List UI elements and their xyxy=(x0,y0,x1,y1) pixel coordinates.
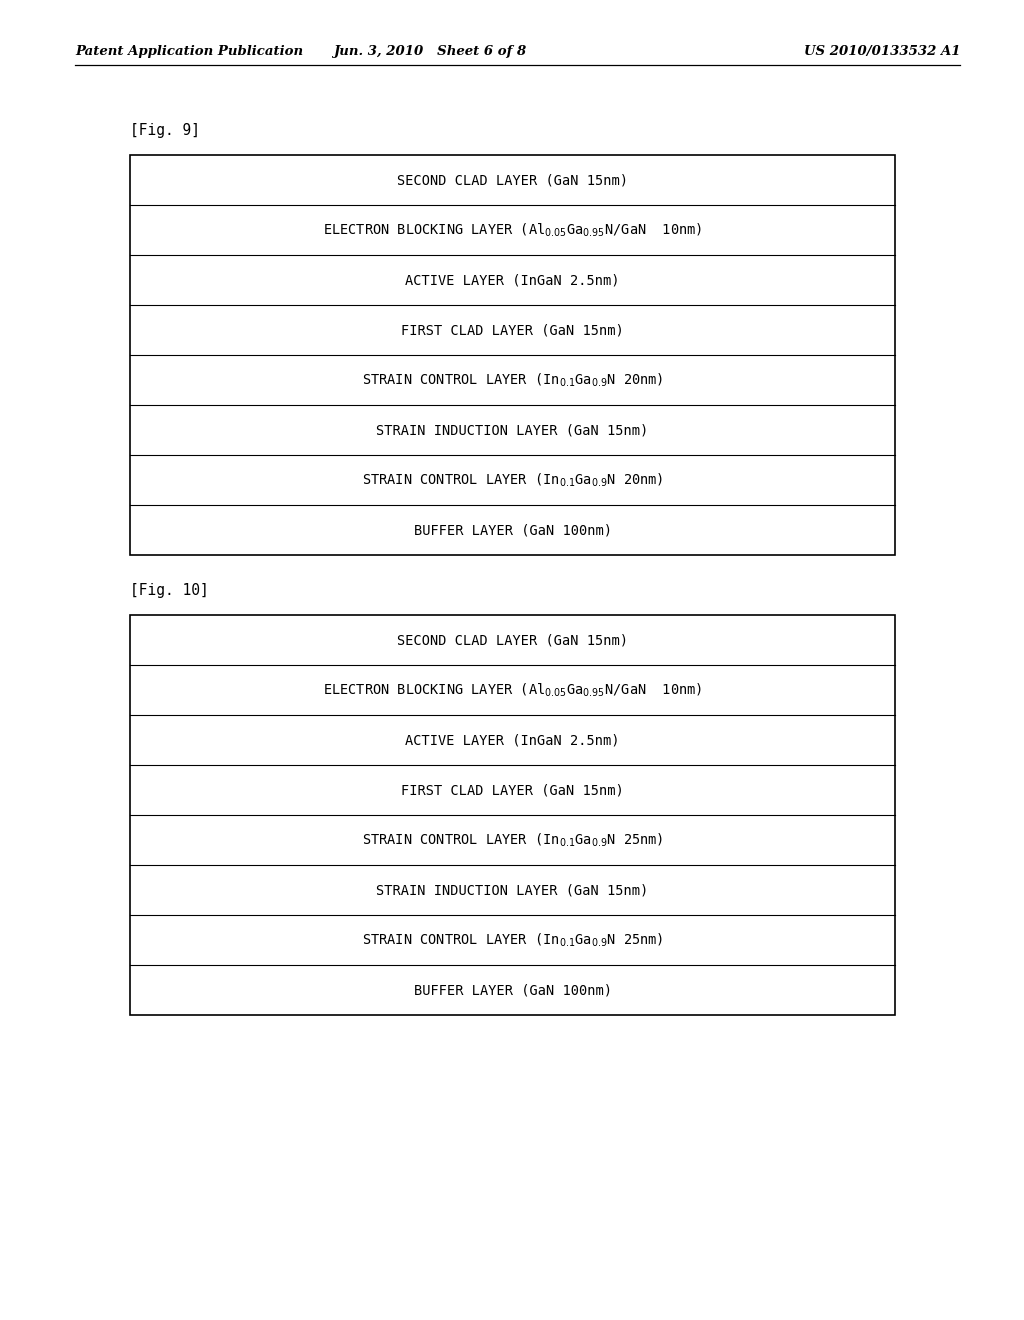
Text: ACTIVE LAYER (InGaN 2.5nm): ACTIVE LAYER (InGaN 2.5nm) xyxy=(406,733,620,747)
Text: BUFFER LAYER (GaN 100nm): BUFFER LAYER (GaN 100nm) xyxy=(414,523,611,537)
Text: STRAIN CONTROL LAYER (In$_{0.1}$Ga$_{0.9}$N 25nm): STRAIN CONTROL LAYER (In$_{0.1}$Ga$_{0.9… xyxy=(361,932,664,949)
Text: FIRST CLAD LAYER (GaN 15nm): FIRST CLAD LAYER (GaN 15nm) xyxy=(401,323,624,337)
Text: STRAIN CONTROL LAYER (In$_{0.1}$Ga$_{0.9}$N 25nm): STRAIN CONTROL LAYER (In$_{0.1}$Ga$_{0.9… xyxy=(361,832,664,849)
Text: Jun. 3, 2010   Sheet 6 of 8: Jun. 3, 2010 Sheet 6 of 8 xyxy=(334,45,526,58)
Text: STRAIN CONTROL LAYER (In$_{0.1}$Ga$_{0.9}$N 20nm): STRAIN CONTROL LAYER (In$_{0.1}$Ga$_{0.9… xyxy=(361,371,664,388)
Text: ACTIVE LAYER (InGaN 2.5nm): ACTIVE LAYER (InGaN 2.5nm) xyxy=(406,273,620,286)
Text: STRAIN INDUCTION LAYER (GaN 15nm): STRAIN INDUCTION LAYER (GaN 15nm) xyxy=(377,422,648,437)
Text: SECOND CLAD LAYER (GaN 15nm): SECOND CLAD LAYER (GaN 15nm) xyxy=(397,173,628,187)
Text: SECOND CLAD LAYER (GaN 15nm): SECOND CLAD LAYER (GaN 15nm) xyxy=(397,634,628,647)
Text: STRAIN INDUCTION LAYER (GaN 15nm): STRAIN INDUCTION LAYER (GaN 15nm) xyxy=(377,883,648,898)
Text: BUFFER LAYER (GaN 100nm): BUFFER LAYER (GaN 100nm) xyxy=(414,983,611,997)
Text: Patent Application Publication: Patent Application Publication xyxy=(75,45,303,58)
Text: STRAIN CONTROL LAYER (In$_{0.1}$Ga$_{0.9}$N 20nm): STRAIN CONTROL LAYER (In$_{0.1}$Ga$_{0.9… xyxy=(361,471,664,488)
Bar xyxy=(130,154,895,554)
Text: FIRST CLAD LAYER (GaN 15nm): FIRST CLAD LAYER (GaN 15nm) xyxy=(401,783,624,797)
Text: ELECTRON BLOCKING LAYER (Al$_{0.05}$Ga$_{0.95}$N/GaN  10nm): ELECTRON BLOCKING LAYER (Al$_{0.05}$Ga$_… xyxy=(323,681,702,698)
Text: US 2010/0133532 A1: US 2010/0133532 A1 xyxy=(804,45,961,58)
Text: [Fig. 10]: [Fig. 10] xyxy=(130,582,209,598)
Text: ELECTRON BLOCKING LAYER (Al$_{0.05}$Ga$_{0.95}$N/GaN  10nm): ELECTRON BLOCKING LAYER (Al$_{0.05}$Ga$_… xyxy=(323,222,702,239)
Bar xyxy=(130,615,895,1015)
Text: [Fig. 9]: [Fig. 9] xyxy=(130,123,200,137)
